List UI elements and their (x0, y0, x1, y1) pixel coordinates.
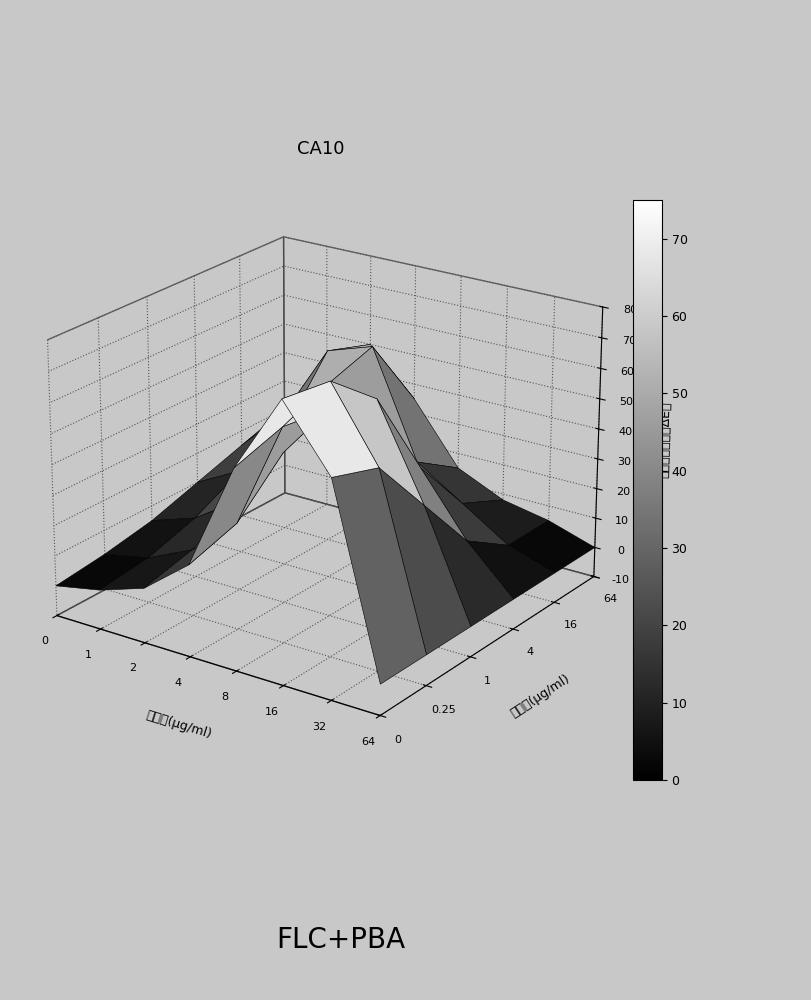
Title: CA10: CA10 (297, 140, 344, 158)
Text: FLC+PBA: FLC+PBA (276, 926, 406, 954)
Y-axis label: 氟康唠(μg/ml): 氟康唠(μg/ml) (507, 672, 571, 720)
X-axis label: 苯丁酸(μg/ml): 苯丁酸(μg/ml) (144, 708, 212, 741)
